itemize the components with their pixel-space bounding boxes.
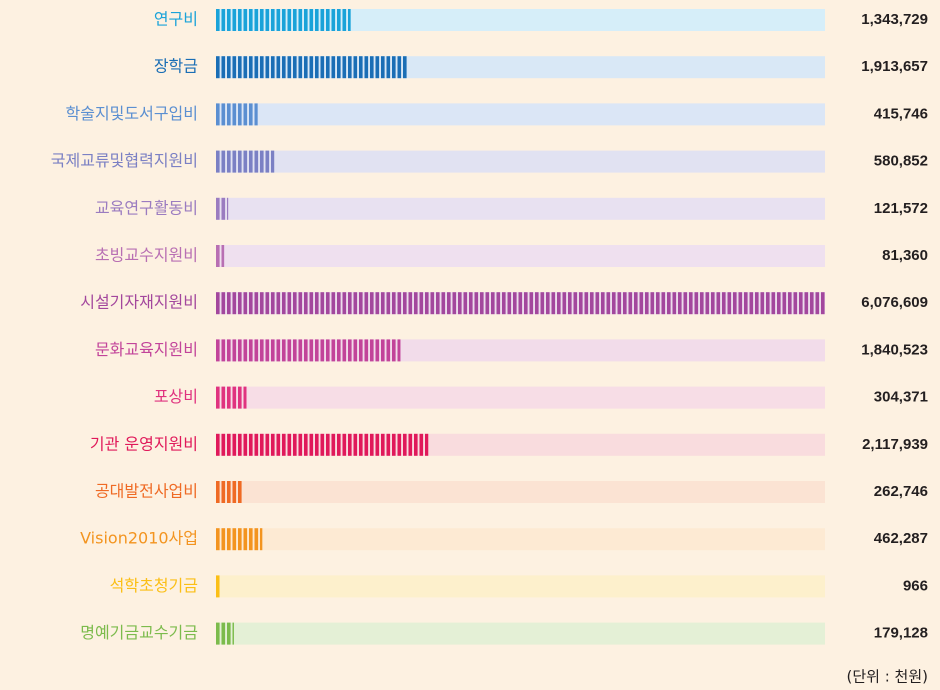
value-label: 2,117,939 (862, 436, 928, 453)
category-label: 학술지및도서구입비 (66, 104, 198, 123)
bar (216, 481, 243, 503)
bar (216, 339, 401, 362)
bar (216, 56, 408, 79)
bar-track (216, 386, 825, 409)
bar (216, 528, 263, 551)
value-label: 415,746 (874, 105, 928, 122)
bar (216, 150, 275, 173)
bar (216, 197, 229, 220)
bar (216, 245, 225, 267)
bar-track (216, 622, 825, 645)
category-label: 기관 운영지원비 (90, 434, 198, 453)
value-label: 1,913,657 (861, 58, 928, 75)
value-label: 6,076,609 (861, 294, 928, 311)
value-label: 121,572 (874, 200, 928, 217)
bar (216, 575, 220, 598)
category-label: 장학금 (154, 57, 198, 76)
bar (216, 103, 258, 126)
unit-note: (단위 : 천원) (847, 668, 929, 686)
value-label: 81,360 (882, 247, 928, 264)
bar-track (216, 528, 825, 551)
category-label: 국제교류및협력지원비 (51, 151, 198, 170)
bar-track (216, 9, 825, 31)
value-label: 1,840,523 (861, 341, 928, 358)
bar-track (216, 103, 825, 126)
value-label: 304,371 (874, 389, 928, 406)
bar-track (216, 197, 825, 220)
category-label: 초빙교수지원비 (95, 246, 198, 265)
bar (216, 292, 825, 315)
value-label: 179,128 (874, 625, 928, 642)
bar-track (216, 150, 825, 173)
value-label: 262,746 (874, 483, 928, 500)
category-label: Vision2010사업 (80, 529, 198, 548)
bar (216, 9, 351, 31)
category-label: 포상비 (154, 387, 198, 406)
bar-track (216, 481, 825, 503)
bar-track (216, 245, 825, 267)
bar-track (216, 575, 825, 598)
category-label: 문화교육지원비 (95, 340, 198, 359)
value-label: 1,343,729 (861, 11, 928, 28)
category-label: 공대발전사업비 (95, 482, 198, 501)
category-label: 교육연구활동비 (95, 198, 198, 217)
bar (216, 433, 429, 456)
value-label: 462,287 (874, 530, 928, 547)
category-label: 연구비 (154, 10, 198, 29)
bar (216, 386, 247, 409)
bar (216, 622, 234, 645)
category-label: 명예기금교수기금 (80, 623, 198, 642)
category-label: 시설기자재지원비 (80, 293, 198, 312)
category-label: 석학초청기금 (110, 576, 198, 595)
value-label: 966 (903, 577, 928, 594)
value-label: 580,852 (874, 153, 928, 170)
